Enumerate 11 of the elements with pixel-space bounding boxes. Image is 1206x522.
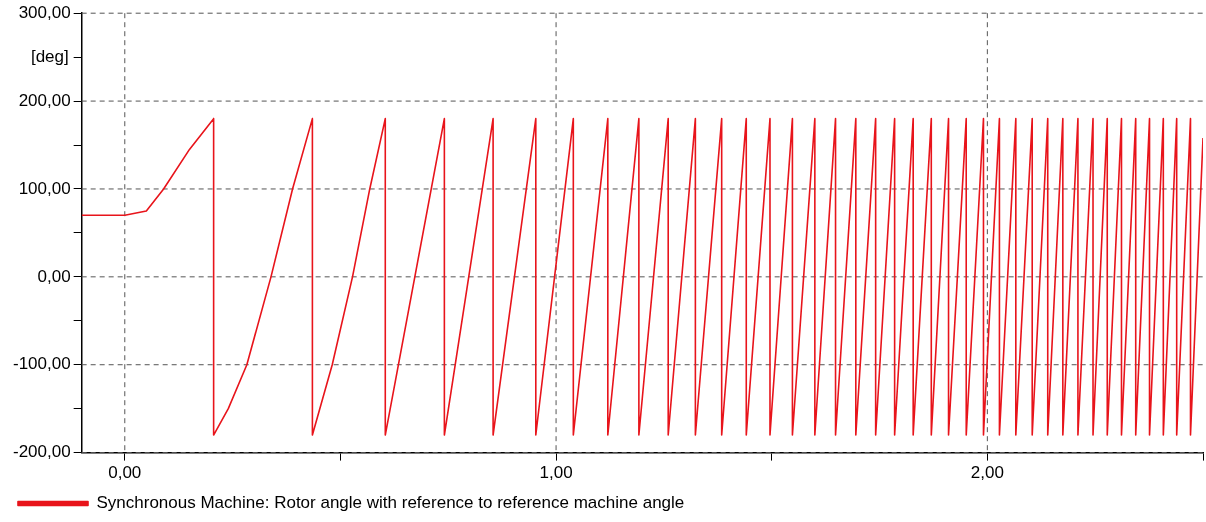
y-tick-label: -200,00 (12, 442, 71, 462)
x-tick-label: 0,00 (108, 463, 142, 483)
y-tick-label: 100,00 (18, 178, 71, 198)
y-tick-label: 300,00 (18, 2, 71, 22)
y-tick-label: 200,00 (18, 90, 71, 110)
x-tick-label: 1,00 (539, 463, 573, 483)
legend-label: Synchronous Machine: Rotor angle with reference to reference machine angle (96, 493, 685, 513)
y-axis-title: [deg] (30, 46, 69, 66)
x-tick-label: 2,00 (970, 463, 1004, 483)
y-tick-label: 0,00 (37, 266, 71, 286)
y-tick-label: -100,00 (12, 354, 71, 374)
